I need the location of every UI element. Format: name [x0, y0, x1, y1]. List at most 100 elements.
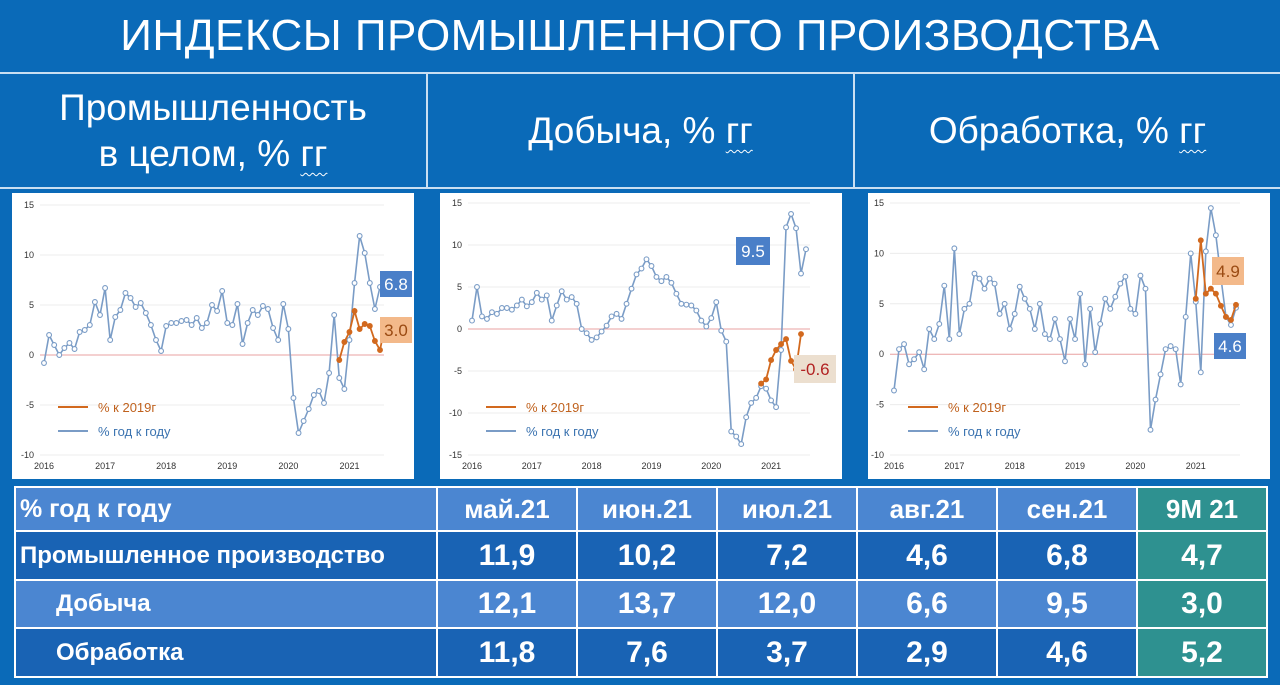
data-point-yoy [926, 326, 933, 332]
data-point-yoy [71, 346, 78, 352]
data-point-yoy [249, 307, 256, 313]
data-point-yoy [102, 285, 109, 291]
data-point-yoy [778, 347, 785, 353]
data-point-yoy [158, 348, 165, 354]
data-point-yoy [488, 309, 495, 316]
data-point-yoy [1202, 248, 1209, 255]
data-point-yoy [310, 392, 317, 398]
line-chart-mining: -15 -10 -5 0 5 10 15 2016 2017 2018 2019 2020 2021 % … [449, 198, 836, 471]
data-point-yoy [1046, 336, 1053, 343]
data-point-yoy [891, 387, 897, 394]
data-point-yoy [608, 313, 615, 320]
data-point-yoy [713, 299, 720, 306]
data-point-yoy [976, 275, 983, 282]
data-table: % год к году май.21 июн.21 июл.21 авг.21… [14, 485, 1268, 678]
chart-panel-mining: -15 -10 -5 0 5 10 15 2016 2017 2018 2019 2020 2021 % … [440, 193, 842, 479]
data-point-yoy [593, 334, 600, 341]
data-point-yoy [503, 305, 510, 311]
data-point-yoy [107, 337, 114, 343]
data-point-yoy [1082, 361, 1089, 368]
header-mining: Добыча, % гг [428, 74, 853, 188]
data-point-yoy [1117, 280, 1124, 287]
data-point-yoy [117, 307, 124, 313]
data-point-yoy [1021, 295, 1028, 302]
data-point-2019 [768, 357, 775, 364]
header-industry-line1: Промышленность [59, 87, 367, 128]
data-point-yoy [1162, 346, 1169, 353]
data-point-yoy [643, 256, 650, 263]
table-cell: 9,5 [996, 578, 1138, 630]
data-point-yoy [678, 300, 685, 307]
y-tick-label: -10 [21, 450, 34, 460]
legend-label: % год к году [526, 424, 599, 439]
callout-box [380, 317, 412, 343]
data-point-yoy [768, 397, 775, 404]
data-point-yoy [518, 296, 525, 303]
data-point-yoy [583, 330, 590, 337]
data-point-yoy [270, 325, 277, 331]
data-point-yoy [484, 315, 490, 322]
x-tick-label: 2019 [217, 461, 237, 471]
column-header: май.21 [436, 485, 578, 533]
x-tick-label: 2019 [1065, 461, 1085, 471]
callout-label: 4.9 [1216, 262, 1240, 281]
data-point-yoy [793, 225, 799, 232]
data-point-yoy [479, 313, 485, 320]
y-tick-label: 10 [874, 248, 884, 258]
table-cell: 7,2 [716, 530, 858, 581]
data-point-yoy [568, 294, 575, 301]
legend-label: % к 2019г [526, 400, 584, 415]
data-point-yoy [1228, 322, 1234, 328]
data-point-yoy [295, 430, 302, 436]
data-point-yoy [285, 326, 292, 332]
data-point-2019 [366, 323, 373, 329]
y-tick-label: 0 [879, 349, 884, 359]
data-point-yoy [1072, 336, 1079, 343]
data-point-yoy [1112, 293, 1119, 300]
data-point-yoy [1172, 346, 1179, 353]
data-point-yoy [916, 349, 923, 356]
table-cell: 4,7 [1136, 530, 1268, 581]
data-point-yoy [1207, 205, 1214, 211]
table-cell: 5,2 [1136, 627, 1268, 678]
data-point-yoy [573, 300, 580, 307]
data-point-yoy [991, 280, 998, 287]
x-tick-label: 2017 [944, 461, 964, 471]
data-point-2019 [356, 326, 363, 332]
data-point-yoy [946, 336, 953, 343]
data-point-yoy [97, 312, 103, 318]
y-tick-label: -10 [871, 450, 884, 460]
y-tick-label: 10 [24, 250, 34, 260]
data-point-2019 [1197, 237, 1204, 244]
data-point-yoy [66, 340, 73, 346]
table-header-row: % год к году май.21 июн.21 июл.21 авг.21… [14, 485, 1268, 533]
data-point-yoy [1132, 310, 1139, 317]
data-point-yoy [1092, 349, 1099, 356]
data-point-yoy [341, 386, 348, 392]
callout-label: 9.5 [741, 242, 765, 261]
data-point-yoy [1001, 300, 1008, 307]
data-point-2019 [1212, 290, 1219, 297]
header-mining-abbr: гг [725, 110, 753, 151]
data-point-yoy [254, 312, 261, 318]
table-cell: 6,8 [996, 530, 1138, 581]
data-point-yoy [613, 310, 620, 317]
data-point-yoy [1011, 310, 1018, 317]
data-point-yoy [753, 394, 760, 401]
table-cell: 4,6 [996, 627, 1138, 678]
data-point-yoy [193, 315, 200, 321]
data-point-yoy [1107, 305, 1114, 312]
x-tick-label: 2017 [522, 461, 542, 471]
data-point-yoy [168, 320, 175, 326]
data-point-yoy [788, 210, 794, 217]
data-point-yoy [51, 342, 58, 348]
data-point-yoy [638, 265, 645, 272]
data-point-yoy [971, 270, 978, 277]
data-point-yoy [603, 322, 610, 329]
data-point-yoy [91, 299, 98, 305]
table-cell: 3,0 [1136, 578, 1268, 630]
data-point-yoy [112, 314, 119, 320]
data-point-yoy [996, 310, 1003, 317]
data-point-yoy [658, 278, 665, 285]
data-point-yoy [86, 322, 93, 328]
